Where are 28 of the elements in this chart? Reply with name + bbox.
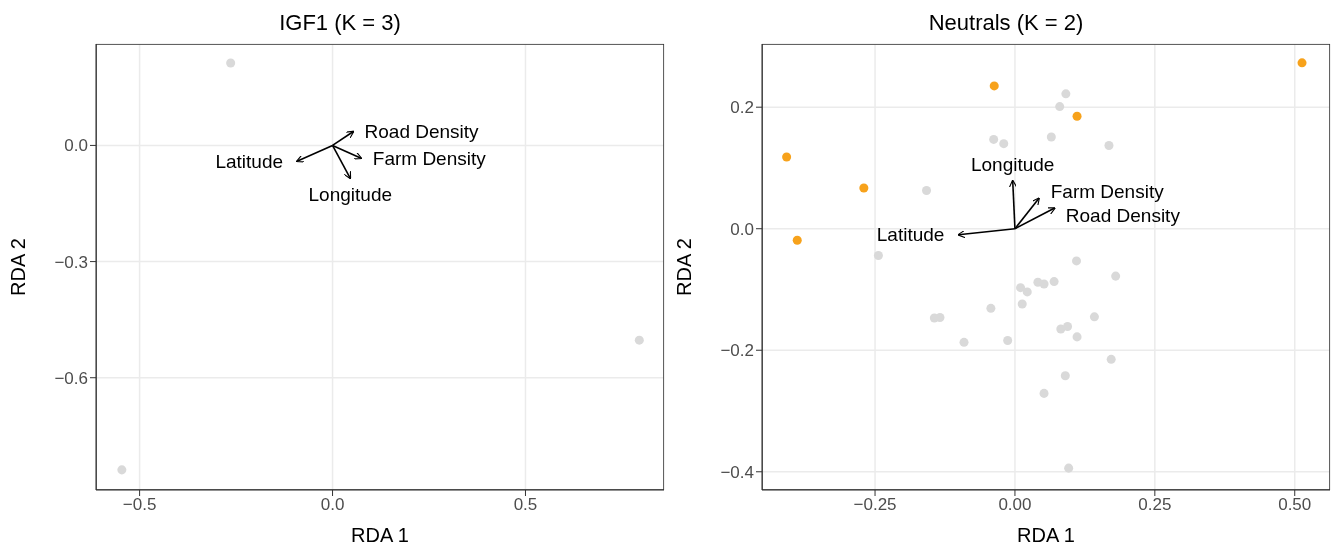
x-tick-label: 0.25 [1138,495,1172,515]
x-tick-label: −0.5 [122,495,157,515]
chart-title: IGF1 (K = 3) [278,9,402,37]
y-tick-label: 0.0 [730,219,754,239]
x-axis-title: RDA 1 [351,524,409,546]
series-label: Longitude [308,183,393,205]
series-label: Farm Density [1050,180,1165,202]
x-tick-label: 0.00 [998,495,1032,515]
x-tick-label: 0.5 [513,495,538,515]
series-label: Longitude [970,154,1055,176]
series-label: Road Density [1065,204,1181,226]
y-tick-label: −0.4 [720,462,754,482]
series-label: Farm Density [372,147,487,169]
y-tick-label: −0.3 [54,252,88,272]
y-tick-label: 0.2 [730,98,754,118]
y-tick-label: −0.6 [54,368,88,388]
y-tick-label: −0.2 [720,341,754,361]
x-tick-label: 0.50 [1278,495,1312,515]
x-axis-title: RDA 1 [1017,524,1075,546]
series-label: Latitude [876,224,945,246]
chart-title: Neutrals (K = 2) [927,9,1085,37]
y-tick-label: 0.0 [64,136,88,156]
series-label: Road Density [364,121,480,142]
x-tick-label: −0.25 [853,495,897,515]
y-axis-title: RDA 2 [7,238,30,296]
series-label: Latitude [215,150,284,172]
y-axis-title: RDA 2 [673,238,696,296]
x-tick-label: 0.0 [320,495,345,515]
